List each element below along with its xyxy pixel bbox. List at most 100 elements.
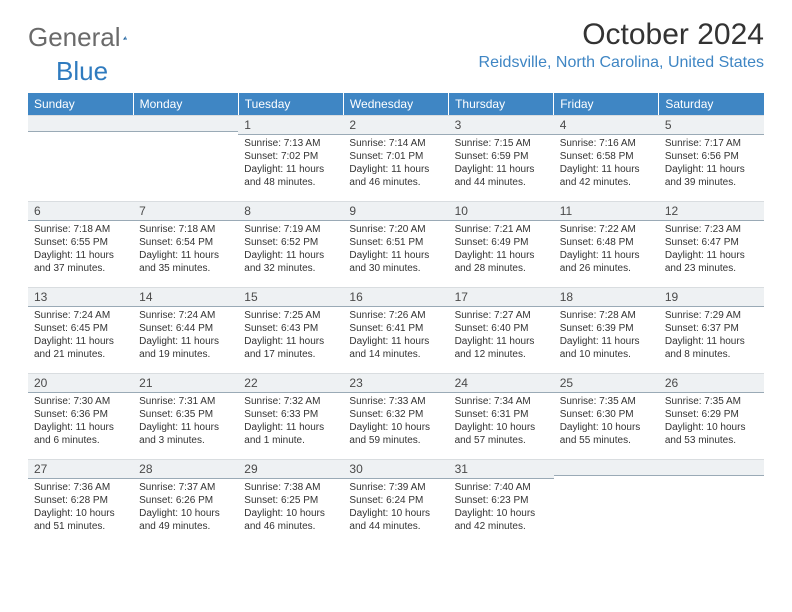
- day-number: 23: [343, 373, 448, 393]
- day-details: Sunrise: 7:34 AMSunset: 6:31 PMDaylight:…: [449, 393, 554, 451]
- day-number: 4: [554, 115, 659, 135]
- day-cell: 20Sunrise: 7:30 AMSunset: 6:36 PMDayligh…: [28, 373, 133, 459]
- calendar-head: SundayMondayTuesdayWednesdayThursdayFrid…: [28, 93, 764, 115]
- day-details: Sunrise: 7:24 AMSunset: 6:45 PMDaylight:…: [28, 307, 133, 365]
- day-cell: 13Sunrise: 7:24 AMSunset: 6:45 PMDayligh…: [28, 287, 133, 373]
- day-details: Sunrise: 7:24 AMSunset: 6:44 PMDaylight:…: [133, 307, 238, 365]
- empty-day-head: [554, 459, 659, 476]
- day-cell: 19Sunrise: 7:29 AMSunset: 6:37 PMDayligh…: [659, 287, 764, 373]
- brand-logo: General: [28, 22, 149, 53]
- day-cell: 11Sunrise: 7:22 AMSunset: 6:48 PMDayligh…: [554, 201, 659, 287]
- day-cell: 14Sunrise: 7:24 AMSunset: 6:44 PMDayligh…: [133, 287, 238, 373]
- day-details: Sunrise: 7:27 AMSunset: 6:40 PMDaylight:…: [449, 307, 554, 365]
- day-details: Sunrise: 7:19 AMSunset: 6:52 PMDaylight:…: [238, 221, 343, 279]
- day-cell: 30Sunrise: 7:39 AMSunset: 6:24 PMDayligh…: [343, 459, 448, 545]
- day-details: Sunrise: 7:32 AMSunset: 6:33 PMDaylight:…: [238, 393, 343, 451]
- day-number: 30: [343, 459, 448, 479]
- day-cell: 21Sunrise: 7:31 AMSunset: 6:35 PMDayligh…: [133, 373, 238, 459]
- day-details: Sunrise: 7:26 AMSunset: 6:41 PMDaylight:…: [343, 307, 448, 365]
- day-number: 3: [449, 115, 554, 135]
- day-number: 15: [238, 287, 343, 307]
- day-details: Sunrise: 7:30 AMSunset: 6:36 PMDaylight:…: [28, 393, 133, 451]
- day-number: 31: [449, 459, 554, 479]
- week-row: 20Sunrise: 7:30 AMSunset: 6:36 PMDayligh…: [28, 373, 764, 459]
- day-number: 1: [238, 115, 343, 135]
- day-details: Sunrise: 7:28 AMSunset: 6:39 PMDaylight:…: [554, 307, 659, 365]
- day-details: Sunrise: 7:21 AMSunset: 6:49 PMDaylight:…: [449, 221, 554, 279]
- day-number: 13: [28, 287, 133, 307]
- day-number: 7: [133, 201, 238, 221]
- day-number: 22: [238, 373, 343, 393]
- day-number: 10: [449, 201, 554, 221]
- day-details: Sunrise: 7:37 AMSunset: 6:26 PMDaylight:…: [133, 479, 238, 537]
- day-cell: [133, 115, 238, 201]
- day-number: 16: [343, 287, 448, 307]
- day-number: 28: [133, 459, 238, 479]
- day-details: Sunrise: 7:40 AMSunset: 6:23 PMDaylight:…: [449, 479, 554, 537]
- day-details: Sunrise: 7:38 AMSunset: 6:25 PMDaylight:…: [238, 479, 343, 537]
- calendar-page: General October 2024 Reidsville, North C…: [0, 0, 792, 563]
- day-number: 8: [238, 201, 343, 221]
- day-header: Monday: [133, 93, 238, 115]
- day-cell: 10Sunrise: 7:21 AMSunset: 6:49 PMDayligh…: [449, 201, 554, 287]
- day-cell: 7Sunrise: 7:18 AMSunset: 6:54 PMDaylight…: [133, 201, 238, 287]
- day-cell: 24Sunrise: 7:34 AMSunset: 6:31 PMDayligh…: [449, 373, 554, 459]
- day-cell: [554, 459, 659, 545]
- day-number: 9: [343, 201, 448, 221]
- day-details: Sunrise: 7:33 AMSunset: 6:32 PMDaylight:…: [343, 393, 448, 451]
- day-header: Thursday: [449, 93, 554, 115]
- brand-sail-icon: [123, 27, 128, 49]
- day-header: Friday: [554, 93, 659, 115]
- day-cell: 3Sunrise: 7:15 AMSunset: 6:59 PMDaylight…: [449, 115, 554, 201]
- day-cell: 25Sunrise: 7:35 AMSunset: 6:30 PMDayligh…: [554, 373, 659, 459]
- week-row: 6Sunrise: 7:18 AMSunset: 6:55 PMDaylight…: [28, 201, 764, 287]
- day-details: Sunrise: 7:20 AMSunset: 6:51 PMDaylight:…: [343, 221, 448, 279]
- day-cell: 12Sunrise: 7:23 AMSunset: 6:47 PMDayligh…: [659, 201, 764, 287]
- calendar-body: 1Sunrise: 7:13 AMSunset: 7:02 PMDaylight…: [28, 115, 764, 545]
- day-details: Sunrise: 7:15 AMSunset: 6:59 PMDaylight:…: [449, 135, 554, 193]
- calendar-table: SundayMondayTuesdayWednesdayThursdayFrid…: [28, 93, 764, 545]
- week-row: 13Sunrise: 7:24 AMSunset: 6:45 PMDayligh…: [28, 287, 764, 373]
- day-cell: 4Sunrise: 7:16 AMSunset: 6:58 PMDaylight…: [554, 115, 659, 201]
- day-cell: 6Sunrise: 7:18 AMSunset: 6:55 PMDaylight…: [28, 201, 133, 287]
- day-number: 27: [28, 459, 133, 479]
- day-details: Sunrise: 7:16 AMSunset: 6:58 PMDaylight:…: [554, 135, 659, 193]
- day-details: Sunrise: 7:17 AMSunset: 6:56 PMDaylight:…: [659, 135, 764, 193]
- day-cell: 27Sunrise: 7:36 AMSunset: 6:28 PMDayligh…: [28, 459, 133, 545]
- day-details: Sunrise: 7:25 AMSunset: 6:43 PMDaylight:…: [238, 307, 343, 365]
- day-cell: 17Sunrise: 7:27 AMSunset: 6:40 PMDayligh…: [449, 287, 554, 373]
- day-details: Sunrise: 7:35 AMSunset: 6:30 PMDaylight:…: [554, 393, 659, 451]
- day-details: Sunrise: 7:13 AMSunset: 7:02 PMDaylight:…: [238, 135, 343, 193]
- day-details: Sunrise: 7:31 AMSunset: 6:35 PMDaylight:…: [133, 393, 238, 451]
- day-number: 17: [449, 287, 554, 307]
- day-number: 6: [28, 201, 133, 221]
- day-cell: 5Sunrise: 7:17 AMSunset: 6:56 PMDaylight…: [659, 115, 764, 201]
- month-title: October 2024: [479, 18, 764, 52]
- day-number: 5: [659, 115, 764, 135]
- day-header: Wednesday: [343, 93, 448, 115]
- day-cell: 8Sunrise: 7:19 AMSunset: 6:52 PMDaylight…: [238, 201, 343, 287]
- empty-day-head: [659, 459, 764, 476]
- day-cell: 15Sunrise: 7:25 AMSunset: 6:43 PMDayligh…: [238, 287, 343, 373]
- week-row: 1Sunrise: 7:13 AMSunset: 7:02 PMDaylight…: [28, 115, 764, 201]
- day-number: 2: [343, 115, 448, 135]
- day-cell: 23Sunrise: 7:33 AMSunset: 6:32 PMDayligh…: [343, 373, 448, 459]
- day-details: Sunrise: 7:36 AMSunset: 6:28 PMDaylight:…: [28, 479, 133, 537]
- day-header: Saturday: [659, 93, 764, 115]
- day-number: 26: [659, 373, 764, 393]
- title-block: October 2024 Reidsville, North Carolina,…: [479, 18, 764, 72]
- day-number: 18: [554, 287, 659, 307]
- day-number: 19: [659, 287, 764, 307]
- brand-text-2: Blue: [56, 56, 108, 87]
- day-cell: 31Sunrise: 7:40 AMSunset: 6:23 PMDayligh…: [449, 459, 554, 545]
- week-row: 27Sunrise: 7:36 AMSunset: 6:28 PMDayligh…: [28, 459, 764, 545]
- day-details: Sunrise: 7:23 AMSunset: 6:47 PMDaylight:…: [659, 221, 764, 279]
- day-details: Sunrise: 7:14 AMSunset: 7:01 PMDaylight:…: [343, 135, 448, 193]
- day-number: 14: [133, 287, 238, 307]
- day-number: 12: [659, 201, 764, 221]
- day-number: 29: [238, 459, 343, 479]
- day-header: Tuesday: [238, 93, 343, 115]
- empty-day-head: [133, 115, 238, 132]
- day-cell: 1Sunrise: 7:13 AMSunset: 7:02 PMDaylight…: [238, 115, 343, 201]
- day-number: 21: [133, 373, 238, 393]
